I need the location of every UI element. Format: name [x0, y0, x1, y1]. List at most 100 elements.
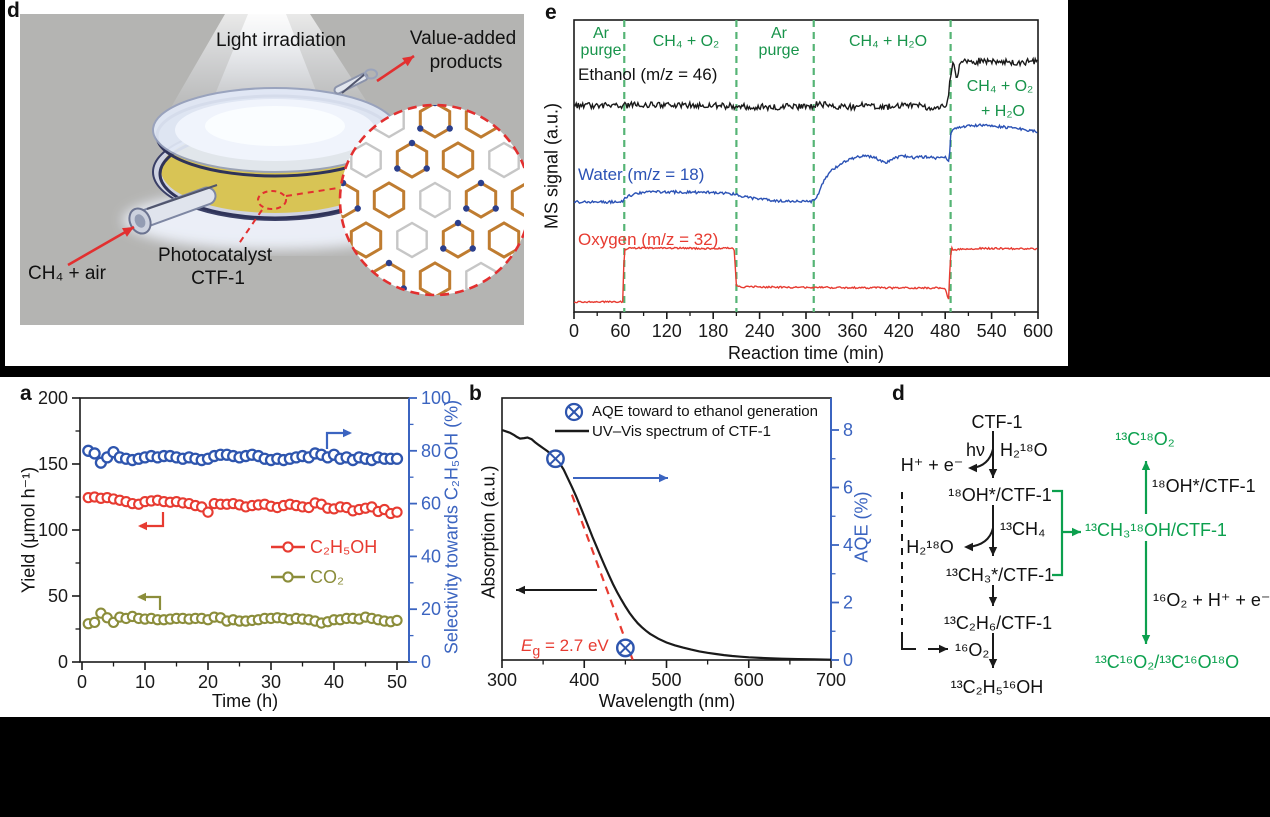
value-added-label-line2: products [429, 52, 503, 73]
nitrogen-atom [417, 125, 424, 132]
scheme-arrows [901, 431, 1151, 668]
scheme-h2o18-2: H₂¹⁸O [906, 537, 954, 557]
arrowhead [939, 644, 948, 654]
legend-co2-label: CO₂ [310, 567, 344, 587]
panel-a-letter: a [20, 382, 32, 405]
arrowhead [1141, 461, 1151, 470]
scheme-c2h6-13-ctf1: ¹³C₂H₆/CTF-1 [943, 613, 1053, 633]
tick-label: 60 [421, 494, 441, 514]
tick-label: 0 [421, 652, 431, 672]
tick-label: 360 [837, 321, 867, 341]
scheme-o2-h-e-label: ¹⁶O₂ + H⁺ + e⁻ [1153, 590, 1270, 610]
legend-c2h5oh-label: C₂H₅OH [310, 537, 378, 557]
scheme-bracket [1052, 489, 1064, 577]
region-ar-purge-2-line1: Ar [771, 25, 787, 42]
region-ar-purge-2-line2: purge [758, 42, 800, 59]
selectivity-point [390, 452, 404, 465]
tick-label: 300 [487, 670, 517, 690]
tick-label: 180 [698, 321, 728, 341]
arrowhead [964, 542, 973, 552]
inlet-tube-edge [146, 184, 218, 210]
tick-label: 480 [930, 321, 960, 341]
nitrogen-atom [477, 179, 485, 187]
panel-b-letter: b [469, 382, 482, 405]
reaction-time-xlabel: Reaction time (min) [727, 343, 885, 363]
arrowhead [659, 473, 668, 483]
region-ch4-o2-label: CH₄ + O₂ [652, 33, 720, 50]
triazine-ring [340, 181, 360, 219]
tick-label: 700 [816, 670, 846, 690]
tick-label: 20 [198, 672, 218, 692]
triazine-ring [441, 141, 475, 179]
aqe-ylabel: AQE (%) [851, 491, 872, 563]
arrowhead [968, 463, 977, 473]
inlet-tube-bore [134, 214, 146, 228]
tick-label: 400 [569, 670, 599, 690]
tick-label: 0 [58, 652, 68, 672]
tick-label: 10 [135, 672, 155, 692]
inlet-tube [133, 188, 215, 228]
photocatalyst-illustration [20, 14, 524, 325]
nitrogen-atom [440, 245, 447, 252]
tick-label: 0 [843, 650, 853, 670]
label-leader-line [237, 209, 263, 246]
panel-e-letter: e [545, 1, 557, 24]
tick-label: 80 [421, 441, 441, 461]
triazine-ring [349, 221, 383, 259]
tick-label: 200 [38, 388, 68, 408]
tick-label: 40 [421, 546, 441, 566]
water-trace-label: Water (m/z = 18) [578, 165, 705, 184]
nitrogen-atom [394, 165, 401, 172]
scheme-ch3oh-green: ¹³CH₃¹⁸OH/CTF-1 [1085, 520, 1227, 540]
yield-chart-plot: 0 50 100 150 200 0 20 40 60 80 100 0 10 20 30 40 50 [38, 388, 451, 692]
arrowhead [988, 659, 998, 668]
tick-label: 540 [977, 321, 1007, 341]
nitrogen-atom [469, 245, 476, 252]
data-point [88, 616, 101, 629]
absorption-ylabel: Absorption (a.u.) [478, 465, 499, 599]
triazine-ring [441, 221, 475, 259]
tick-label: 420 [884, 321, 914, 341]
tick-label: 4 [843, 535, 853, 555]
tick-label: 600 [734, 670, 764, 690]
phenyl-ring [396, 221, 428, 259]
zoom-leader-line [285, 187, 339, 197]
value-added-label-line1: Value-added [409, 28, 517, 49]
panel-a-arrows [137, 428, 352, 610]
tick-label: 60 [610, 321, 630, 341]
band-gap-tangent [570, 494, 634, 661]
arrowhead [988, 469, 998, 478]
photocatalyst-label-line1: Photocatalyst [157, 245, 273, 266]
tick-label: 0 [77, 672, 87, 692]
uvvis-curve [501, 428, 832, 661]
tick-label: 20 [421, 599, 441, 619]
arrowhead [516, 585, 525, 595]
ms-chart-plot: 0 60 120 180 240 300 360 420 480 540 600 [569, 19, 1053, 341]
triazine-ring [395, 141, 429, 179]
ms-trace [573, 56, 1038, 113]
arrowhead [988, 547, 998, 556]
catalyst-zoom-marker [257, 190, 287, 210]
tick-label: 2 [843, 593, 853, 613]
scheme-co2-mix-green: ¹³C¹⁶O₂/¹³C¹⁶O¹⁸O [1094, 652, 1240, 672]
scheme-h2o18: H₂¹⁸O [1000, 440, 1048, 460]
nitrogen-atom [454, 219, 462, 227]
arrowhead [137, 592, 146, 602]
scheme-ch3-13-ctf1: ¹³CH₃*/CTF-1 [945, 565, 1055, 585]
triazine-ring [487, 221, 521, 259]
nitrogen-atom [423, 165, 430, 172]
molecular-inset-background [340, 105, 524, 295]
arrowhead [402, 56, 414, 67]
phenyl-ring [419, 181, 451, 219]
nitrogen-atom [354, 205, 361, 212]
tick-label: 50 [387, 672, 407, 692]
band-gap-label: Eg = 2.7 eV [521, 637, 609, 659]
scheme-hv: hν [966, 440, 986, 460]
triazine-ring [464, 181, 498, 219]
ms-trace [573, 245, 1038, 304]
ms-trace [573, 123, 1038, 205]
arrowhead [343, 428, 352, 438]
panel-b-legend-markers [555, 402, 589, 433]
